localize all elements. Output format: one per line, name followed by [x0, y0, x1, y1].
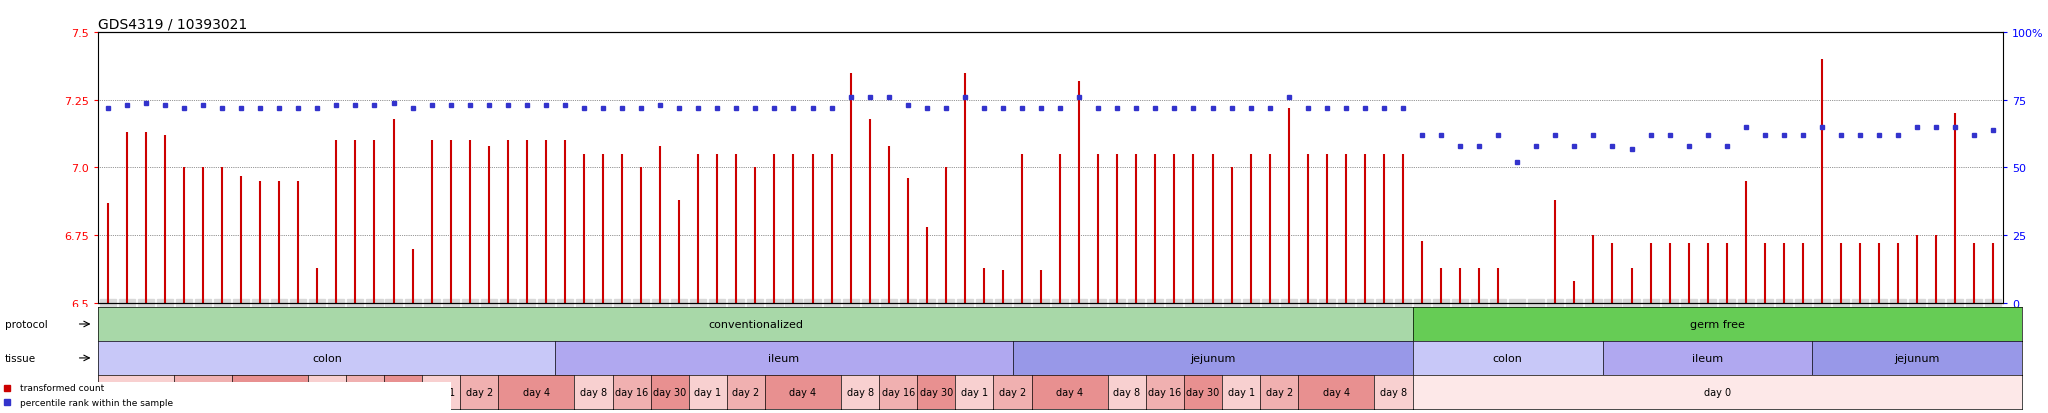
Text: day 2: day 2: [1266, 387, 1292, 397]
Text: tissue: tissue: [4, 353, 37, 363]
Text: GDS4319 / 10393021: GDS4319 / 10393021: [98, 18, 248, 32]
Text: day 8: day 8: [313, 387, 340, 397]
Text: ileum: ileum: [1692, 353, 1722, 363]
Text: day 2: day 2: [188, 387, 217, 397]
Text: day 4: day 4: [522, 387, 551, 397]
Text: day 1: day 1: [123, 387, 150, 397]
Text: day 4: day 4: [1057, 387, 1083, 397]
Text: jejunum: jejunum: [1894, 353, 1939, 363]
Text: day 16: day 16: [614, 387, 649, 397]
Text: ileum: ileum: [768, 353, 799, 363]
Text: day 1: day 1: [961, 387, 987, 397]
Text: day 30: day 30: [653, 387, 686, 397]
Text: day 8: day 8: [846, 387, 874, 397]
Text: day 16: day 16: [1149, 387, 1182, 397]
Text: day 4: day 4: [788, 387, 817, 397]
Text: day 30: day 30: [920, 387, 952, 397]
Text: day 30: day 30: [387, 387, 420, 397]
Text: day 8: day 8: [1380, 387, 1407, 397]
Text: colon: colon: [311, 353, 342, 363]
Text: day 16: day 16: [348, 387, 381, 397]
Text: percentile rank within the sample: percentile rank within the sample: [20, 398, 174, 406]
Text: protocol: protocol: [4, 319, 47, 329]
Text: colon: colon: [1493, 353, 1522, 363]
Text: day 16: day 16: [881, 387, 915, 397]
Text: transformed count: transformed count: [20, 384, 104, 392]
Text: day 2: day 2: [465, 387, 494, 397]
Text: day 1: day 1: [1227, 387, 1255, 397]
Text: day 4: day 4: [256, 387, 283, 397]
Text: time: time: [4, 387, 29, 397]
Text: day 1: day 1: [694, 387, 721, 397]
Text: jejunum: jejunum: [1190, 353, 1235, 363]
Text: day 8: day 8: [580, 387, 606, 397]
Text: day 30: day 30: [1186, 387, 1221, 397]
Text: day 4: day 4: [1323, 387, 1350, 397]
Text: conventionalized: conventionalized: [709, 319, 803, 329]
Text: day 0: day 0: [1704, 387, 1731, 397]
Text: germ free: germ free: [1690, 319, 1745, 329]
Text: day 8: day 8: [1114, 387, 1141, 397]
Text: day 1: day 1: [428, 387, 455, 397]
Text: day 2: day 2: [733, 387, 760, 397]
Text: day 2: day 2: [999, 387, 1026, 397]
